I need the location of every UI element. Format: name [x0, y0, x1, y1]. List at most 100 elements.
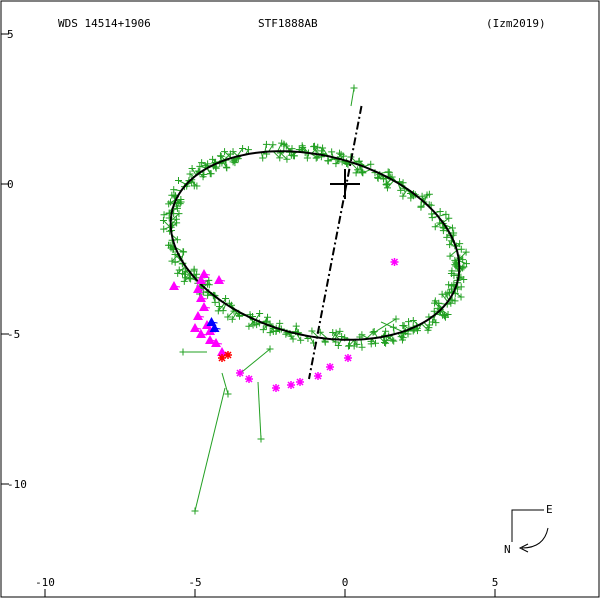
- x-tick-label: 5: [492, 576, 499, 589]
- residual-line: [311, 146, 319, 154]
- x-tick-label: 0: [342, 576, 349, 589]
- compass-arrow-head: [518, 543, 529, 553]
- observation-plus: [399, 334, 407, 342]
- observation-plus: [429, 318, 437, 326]
- observation-plus: [382, 339, 390, 347]
- observation-plus: [434, 304, 442, 312]
- residual-line: [268, 144, 274, 152]
- residual-line: [255, 313, 261, 321]
- residual-line: [221, 372, 229, 395]
- residual-line: [440, 308, 449, 315]
- observation-plus: [409, 316, 417, 324]
- line-of-apsides: [308, 105, 363, 380]
- observation-plus: [369, 328, 377, 336]
- compass-axes: [511, 509, 544, 542]
- observation-plus: [462, 248, 470, 256]
- observation-plus: [358, 167, 366, 175]
- observation-plus: [352, 169, 360, 177]
- special-observations-layer: [169, 258, 399, 392]
- residual-line: [163, 220, 172, 229]
- observation-plus: [229, 158, 237, 166]
- observation-plus: [206, 170, 214, 178]
- observation-plus: [283, 155, 291, 163]
- observation-plus: [190, 267, 198, 275]
- residual-line: [185, 272, 191, 279]
- observation-plus: [249, 321, 257, 329]
- observation-plus: [442, 290, 450, 298]
- observation-plus: [259, 154, 267, 162]
- y-tick-label: -10: [7, 478, 27, 491]
- observation-plus: [205, 276, 213, 284]
- observation-plus: [404, 330, 412, 338]
- observation-plus: [175, 210, 183, 218]
- star-marker: [218, 354, 226, 362]
- wds-designation: WDS 14514+1906: [58, 17, 151, 30]
- observation-plus: [276, 319, 284, 327]
- orbit-ellipse: [169, 150, 461, 341]
- observation-plus: [239, 145, 247, 153]
- residual-line: [331, 332, 337, 340]
- observation-plus: [344, 342, 352, 350]
- residual-line: [412, 320, 419, 326]
- observation-plus: [425, 321, 433, 329]
- triangle-marker: [202, 320, 212, 329]
- observation-plus: [214, 307, 222, 315]
- observation-plus: [390, 337, 398, 345]
- triangle-marker: [193, 284, 203, 293]
- x-tick-label: -10: [35, 576, 55, 589]
- observation-plus: [160, 225, 168, 233]
- observation-plus: [399, 192, 407, 200]
- observation-plus: [200, 170, 208, 178]
- observation-plus: [224, 390, 232, 398]
- residual-line: [365, 331, 374, 340]
- residual-line: [322, 147, 329, 157]
- triangle-marker: [199, 302, 209, 311]
- residual-line: [236, 148, 244, 157]
- observation-plus: [292, 322, 300, 330]
- pair-name: STF1888AB: [258, 17, 318, 30]
- residual-line: [171, 254, 179, 262]
- residual-line: [402, 188, 408, 197]
- residual-line: [177, 265, 186, 274]
- observation-plus: [445, 214, 453, 222]
- residual-line: [434, 300, 443, 309]
- observation-plus: [256, 310, 264, 318]
- observation-plus: [228, 315, 236, 323]
- observation-plus: [372, 339, 380, 347]
- primary-star-marker: [330, 169, 360, 199]
- observation-plus: [257, 435, 265, 443]
- star-marker: [296, 378, 304, 386]
- observation-plus: [171, 258, 179, 266]
- y-tick-label: 0: [7, 178, 14, 191]
- observation-plus: [170, 186, 178, 194]
- triangle-marker: [196, 275, 206, 284]
- observation-plus: [186, 170, 194, 178]
- triangle-marker: [217, 347, 227, 356]
- compass-east-label: E: [546, 503, 553, 516]
- residual-line: [182, 269, 189, 274]
- observation-plus: [188, 164, 196, 172]
- residual-line: [355, 165, 362, 174]
- residual-line: [206, 168, 211, 174]
- observation-plus: [160, 211, 168, 219]
- observation-plus: [353, 340, 361, 348]
- triangle-marker: [206, 317, 217, 326]
- triangle-marker: [190, 323, 200, 332]
- x-tick-label: -5: [188, 576, 201, 589]
- observation-plus: [336, 327, 344, 335]
- observation-plus: [276, 154, 284, 162]
- observation-plus: [358, 343, 366, 351]
- observation-plus: [443, 233, 451, 241]
- observation-plus: [418, 192, 426, 200]
- observation-plus: [290, 152, 298, 160]
- observation-plus: [217, 152, 225, 160]
- residual-line: [272, 151, 281, 159]
- residual-line: [332, 332, 340, 340]
- observation-plus: [224, 313, 232, 321]
- reference-label: (Izm2019): [486, 17, 546, 30]
- observation-plus: [448, 267, 456, 275]
- observation-plus: [397, 186, 405, 194]
- observation-plus: [328, 148, 336, 156]
